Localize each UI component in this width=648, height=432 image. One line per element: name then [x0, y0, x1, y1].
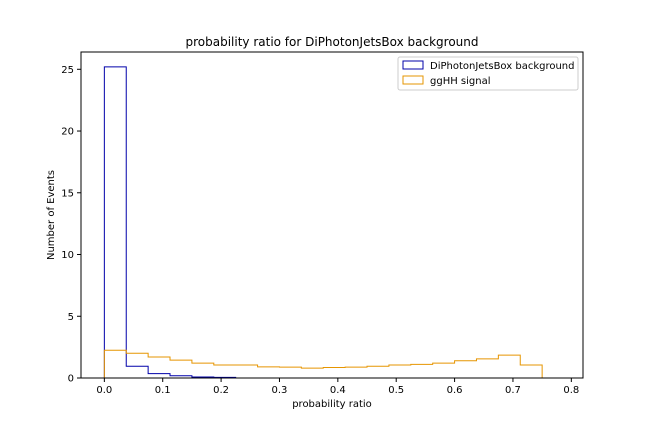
- x-tick-label: 0.7: [505, 385, 521, 396]
- x-tick-label: 0.3: [272, 385, 288, 396]
- legend-box: [397, 56, 579, 91]
- y-tick-label: 10: [61, 250, 74, 261]
- plot-area: [103, 66, 565, 379]
- y-axis: 0 5 10 15 20 25: [61, 65, 81, 385]
- legend-label-background: DiPhotonJetsBox background: [430, 61, 575, 72]
- x-tick-label: 0.8: [563, 385, 579, 396]
- x-tick-label: 0.5: [388, 385, 404, 396]
- legend-swatch-signal: [402, 75, 424, 85]
- legend: DiPhotonJetsBox background ggHH signal: [397, 56, 579, 91]
- y-axis-label: Number of Events: [46, 170, 57, 260]
- y-tick-label: 15: [61, 188, 74, 199]
- y-tick-label: 25: [61, 65, 74, 76]
- x-axis: 0.0 0.1 0.2 0.3 0.4 0.5 0.6 0.7 0.8: [96, 378, 579, 396]
- legend-swatch-background: [402, 60, 424, 70]
- y-tick-label: 0: [68, 374, 74, 385]
- x-tick-label: 0.2: [213, 385, 229, 396]
- y-tick-label: 20: [61, 127, 74, 138]
- x-tick-label: 0.6: [447, 385, 463, 396]
- chart-title: probability ratio for DiPhotonJetsBox ba…: [185, 35, 478, 49]
- x-tick-label: 0.0: [96, 385, 112, 396]
- x-axis-label: probability ratio: [292, 399, 372, 410]
- legend-label-signal: ggHH signal: [430, 76, 491, 87]
- x-tick-label: 0.1: [155, 385, 171, 396]
- series-line-0: [103, 66, 565, 379]
- x-tick-label: 0.4: [330, 385, 346, 396]
- series-line-1: [103, 349, 565, 379]
- plot-frame: [80, 51, 584, 379]
- y-tick-label: 5: [68, 312, 74, 323]
